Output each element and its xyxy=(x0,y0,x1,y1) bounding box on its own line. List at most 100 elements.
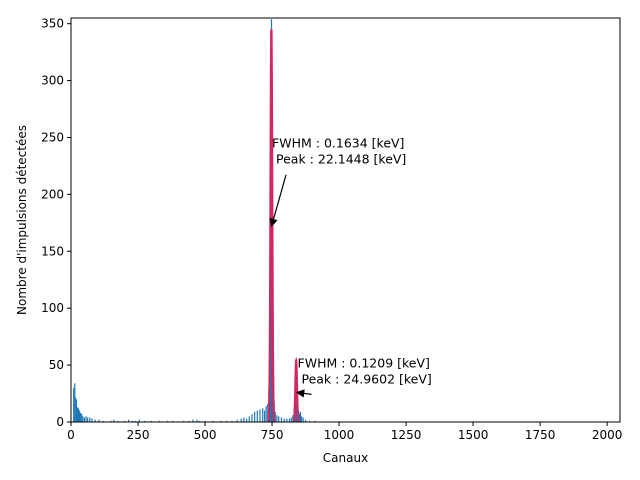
histogram-bar xyxy=(158,420,161,422)
histogram-bar xyxy=(288,418,291,422)
histogram-bar xyxy=(286,418,288,422)
y-axis-label: Nombre d'impulsions détectées xyxy=(15,125,29,315)
histogram-bar xyxy=(182,420,185,422)
histogram-bar xyxy=(82,416,84,422)
y-tick-label: 350 xyxy=(41,17,64,31)
histogram-bar xyxy=(256,410,258,422)
histogram-bar xyxy=(267,403,269,422)
histogram-bar xyxy=(204,420,206,422)
histogram-bar xyxy=(248,416,250,422)
histogram-bar xyxy=(138,419,140,422)
histogram-bar xyxy=(166,420,169,422)
histogram-bar xyxy=(199,420,201,422)
histogram-bar xyxy=(300,416,303,422)
gaussian-fit-curve-2 xyxy=(292,356,300,423)
y-axis-ticks: 0 50 100 150 200 250 300 350 xyxy=(41,17,71,429)
annotation-line: FWHM : 0.1209 [keV] xyxy=(298,355,430,370)
histogram-bar xyxy=(299,411,302,422)
histogram-bar xyxy=(110,420,112,422)
y-tick-label: 0 xyxy=(56,415,64,429)
x-axis-ticks: 0 250 500 750 1000 1250 1500 1750 2000 xyxy=(67,422,622,442)
y-tick-label: 50 xyxy=(49,358,64,372)
histogram-bar xyxy=(292,415,294,422)
annotation-line: FWHM : 0.1634 [keV] xyxy=(272,136,404,151)
peak-annotation-2: FWHM : 0.1209 [keV] Peak : 24.9602 [keV] xyxy=(298,355,432,386)
histogram-bar xyxy=(81,414,83,422)
histogram-bar xyxy=(188,420,190,422)
y-tick-label: 100 xyxy=(41,301,64,315)
histogram-bar xyxy=(134,420,136,422)
histogram-bar xyxy=(85,416,87,422)
histogram-bar xyxy=(172,420,174,422)
histogram-bar xyxy=(308,420,311,422)
annotation-arrow-1 xyxy=(269,174,287,228)
histogram-bar xyxy=(91,418,93,422)
histogram-bar xyxy=(298,414,300,422)
x-axis-label: Canaux xyxy=(323,451,368,465)
histogram-bar xyxy=(276,415,278,422)
histogram-bar xyxy=(212,420,214,422)
histogram-bar xyxy=(240,418,242,422)
plot-frame xyxy=(70,17,621,423)
histogram-bar xyxy=(128,419,130,422)
histogram-bar xyxy=(274,411,276,422)
histogram-bar xyxy=(144,420,146,422)
histogram-bar xyxy=(94,419,96,422)
histogram-bar xyxy=(75,399,77,422)
histogram-bar xyxy=(78,410,81,422)
y-tick-label: 150 xyxy=(41,244,64,258)
histogram-bar xyxy=(225,420,228,422)
histogram-bar xyxy=(76,407,79,422)
histogram-bar xyxy=(243,417,245,422)
histogram-bar xyxy=(280,417,283,422)
histogram-bar xyxy=(236,419,238,422)
y-tick-label: 300 xyxy=(41,74,64,88)
histogram-bar xyxy=(314,420,316,422)
histogram-bar xyxy=(259,409,261,422)
histogram-bar xyxy=(196,419,198,422)
x-tick-label: 750 xyxy=(261,428,284,442)
x-tick-label: 0 xyxy=(67,428,75,442)
x-tick-label: 2000 xyxy=(592,428,623,442)
peak-annotations: FWHM : 0.1634 [keV] Peak : 22.1448 [keV]… xyxy=(269,136,432,398)
histogram-bar xyxy=(278,416,280,422)
histogram-bar xyxy=(102,420,104,422)
histogram-bar xyxy=(73,387,75,422)
histogram-bar xyxy=(254,411,256,422)
x-tick-label: 1500 xyxy=(458,428,489,442)
gaussian-fit-curve-1 xyxy=(267,29,276,423)
histogram-bar xyxy=(77,408,80,422)
histogram-bar xyxy=(150,420,153,422)
histogram-bar xyxy=(245,418,248,422)
histogram-bar xyxy=(83,417,85,422)
peak-annotation-1: FWHM : 0.1634 [keV] Peak : 22.1448 [keV] xyxy=(272,136,406,167)
histogram-bar xyxy=(265,406,267,422)
histogram-bar xyxy=(98,419,100,422)
histogram-bar xyxy=(117,420,119,422)
histogram-bar xyxy=(262,408,264,422)
histogram-bar xyxy=(124,420,126,422)
histogram-bar xyxy=(74,396,76,422)
annotation-arrow-2 xyxy=(295,389,312,398)
histogram-bar xyxy=(283,418,285,422)
x-tick-label: 1750 xyxy=(525,428,556,442)
histogram-bar xyxy=(113,419,115,422)
histogram-bar xyxy=(251,414,253,422)
histogram-bars xyxy=(73,19,316,423)
x-tick-label: 250 xyxy=(127,428,150,442)
histogram-bar xyxy=(304,419,307,422)
histogram-bar xyxy=(89,417,91,422)
y-tick-label: 250 xyxy=(41,130,64,144)
annotation-line: Peak : 22.1448 [keV] xyxy=(272,152,406,167)
histogram-bar xyxy=(87,417,89,422)
histogram-bar xyxy=(302,417,304,422)
histogram-bar xyxy=(290,417,292,422)
histogram-bar xyxy=(80,412,82,422)
histogram-bar xyxy=(263,410,266,422)
x-tick-label: 1250 xyxy=(391,428,422,442)
histogram-bar xyxy=(220,420,222,422)
histogram-bar xyxy=(192,419,194,422)
gaussian-fits xyxy=(267,29,300,423)
x-tick-label: 500 xyxy=(194,428,217,442)
